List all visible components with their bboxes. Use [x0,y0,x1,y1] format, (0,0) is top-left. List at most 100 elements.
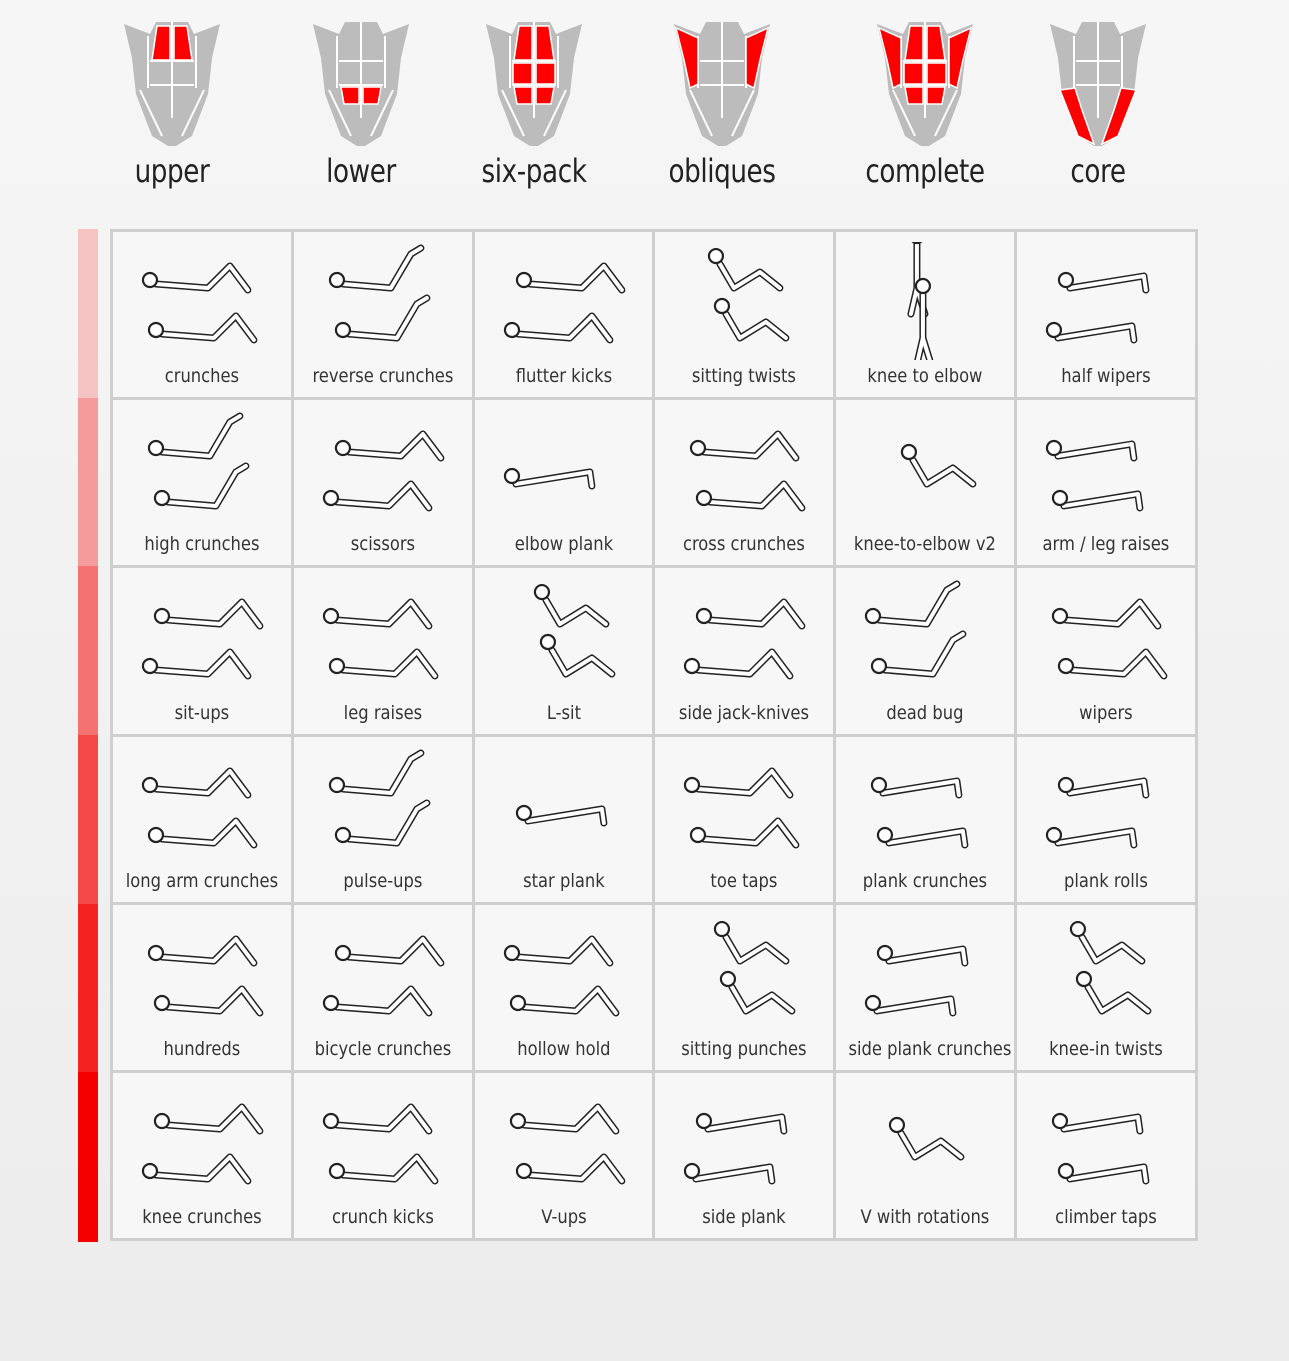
highlighted-muscle-obliques [745,26,770,90]
exercise-cell: cross crunches [655,400,834,566]
exercise-cell: wipers [1017,568,1195,734]
exercise-label: arm / leg raises [1042,533,1170,556]
exercise-figure [334,799,431,846]
figure-body [153,264,250,293]
exercise-figure [708,247,784,292]
exercise-label: side jack-knives [679,701,810,724]
exercise-figure [503,935,614,967]
figure-head [684,658,701,675]
figure-head [720,970,737,987]
exercise-label: wipers [1079,701,1133,724]
exercise-label: crunches [164,365,240,388]
exercise-label: climber taps [1055,1206,1157,1228]
exercise-figure [509,1103,620,1135]
figure-body [694,1164,775,1183]
exercise-label: plank rolls [1064,869,1149,892]
exercise-label: plank crunches [863,869,988,892]
muscle-seam [892,89,916,137]
exercise-figure [141,648,252,680]
exercise-figure [865,580,961,628]
exercise-cell: hundreds [113,904,291,1070]
exercise-label: sit-ups [174,701,230,724]
figure-head [708,247,725,265]
figure-body [875,996,956,1015]
difficulty-level-4 [78,735,98,905]
figure-head [141,1162,159,1179]
exercise-label: side plank crunches [848,1037,1012,1060]
figure-head [1075,970,1093,987]
exercise-illustration [1017,578,1195,696]
figure-body [1056,828,1137,847]
exercise-cell: side plank crunches [836,904,1015,1070]
exercise-label: side plank [702,1206,787,1228]
figure-body [515,313,612,342]
figure-head [1058,658,1075,675]
exercise-label: bicycle crunches [314,1037,452,1060]
highlighted-muscle-upper [151,25,171,61]
figure-head [322,608,339,625]
figure-body [513,470,594,489]
figure-head [147,440,165,457]
exercise-cell: knee-to-elbow v2 [836,400,1015,566]
exercise-label: toe taps [710,869,778,892]
exercise-illustration [475,915,653,1033]
exercise-label: leg raises [343,701,422,724]
exercise-label: high crunches [144,533,260,556]
exercise-illustration [294,915,472,1033]
exercise-figure [515,262,626,294]
figure-head [696,490,713,507]
exercise-label: half wipers [1061,365,1151,388]
highlighted-muscle-upper [173,25,193,61]
exercise-illustration [113,410,291,528]
exercise-label: hollow hold [516,1037,611,1060]
figure-head [141,271,159,289]
exercise-cell: pulse-ups [293,736,472,902]
figure-body [159,936,256,965]
figure-body [1062,492,1143,511]
exercise-figure [1070,920,1146,965]
highlighted-muscle-obliques [674,26,699,90]
exercise-cell: plank crunches [836,736,1015,902]
figure-body [521,1104,618,1133]
exercise-figure [1058,1162,1150,1185]
exercise-figure [147,412,244,460]
exercise-illustration [113,242,291,360]
highlighted-muscle-upper [926,25,946,61]
exercise-figure [1075,970,1152,1015]
exercise-figure [141,1153,252,1185]
exercise-figure [322,985,433,1017]
figure-head [334,944,351,961]
difficulty-scale-bar [78,229,98,1242]
figure-head [714,297,731,315]
figure-head [684,1162,701,1179]
figure-body [346,800,429,845]
figure-body [1070,650,1167,679]
muscle-seam [501,89,525,137]
figure-body [696,650,793,679]
exercise-label: hundreds [163,1037,241,1060]
exercise-cell: side plank [655,1072,834,1238]
exercise-label: long arm crunches [125,869,279,892]
exercise-cell: knee-in twists [1017,904,1195,1070]
figure-head [684,776,701,793]
exercise-label: star plank [522,869,605,892]
exercise-figure [328,1153,439,1185]
figure-head [515,271,532,289]
exercise-cell: sitting punches [655,904,834,1070]
figure-head [696,608,713,625]
exercise-figure [328,749,425,797]
exercise-figure [914,277,934,360]
figure-body [1068,274,1149,293]
exercise-figure [865,994,957,1017]
figure-head [533,584,550,601]
figure-head [1046,321,1063,339]
figure-head [328,658,345,675]
figure-head [714,920,731,937]
exercise-illustration [294,242,472,360]
exercise-illustration [836,242,1014,360]
figure-body [1068,778,1149,797]
exercise-cell: knee to elbow [836,232,1015,398]
exercise-label: elbow plank [514,533,613,556]
figure-body [521,986,618,1015]
exercise-illustration [836,410,1014,528]
